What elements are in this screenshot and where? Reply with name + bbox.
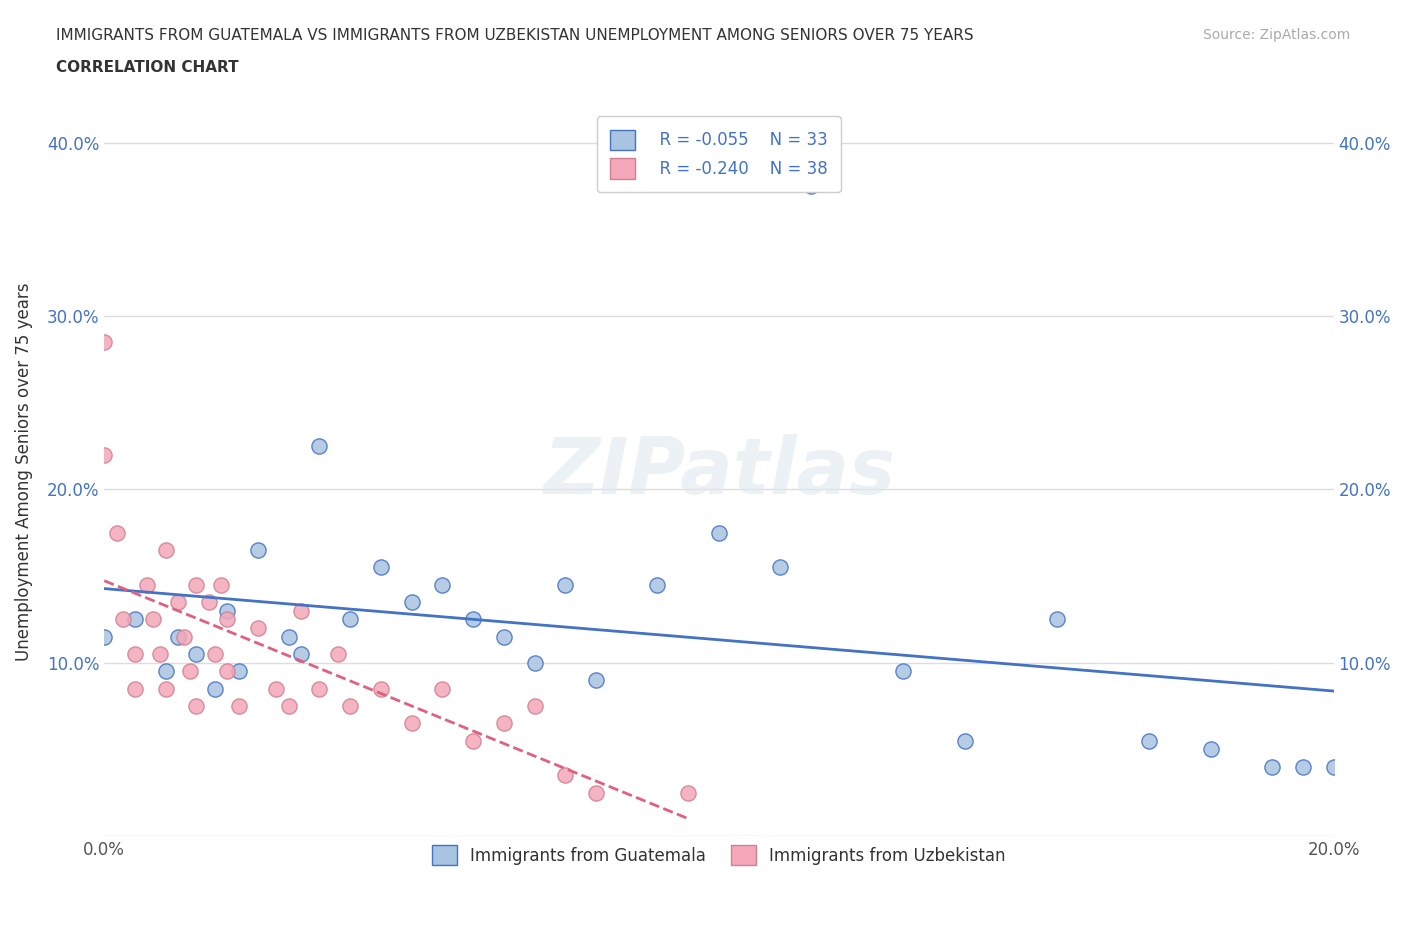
Point — [461, 733, 484, 748]
Point — [554, 578, 576, 592]
Point — [554, 768, 576, 783]
Point — [209, 578, 232, 592]
Point — [93, 630, 115, 644]
Point — [266, 682, 288, 697]
Point — [246, 542, 269, 557]
Point — [228, 664, 250, 679]
Point — [246, 620, 269, 635]
Point — [93, 335, 115, 350]
Text: CORRELATION CHART: CORRELATION CHART — [56, 60, 239, 75]
Point — [204, 682, 226, 697]
Point — [111, 612, 134, 627]
Text: IMMIGRANTS FROM GUATEMALA VS IMMIGRANTS FROM UZBEKISTAN UNEMPLOYMENT AMONG SENIO: IMMIGRANTS FROM GUATEMALA VS IMMIGRANTS … — [56, 28, 974, 43]
Point — [217, 612, 239, 627]
Point — [326, 646, 349, 661]
Point — [1137, 733, 1160, 748]
Point — [523, 656, 546, 671]
Point — [1292, 759, 1315, 774]
Point — [370, 560, 392, 575]
Point — [769, 560, 792, 575]
Point — [432, 578, 454, 592]
Point — [523, 698, 546, 713]
Point — [124, 612, 146, 627]
Point — [707, 525, 730, 540]
Point — [186, 646, 208, 661]
Point — [432, 682, 454, 697]
Point — [1199, 742, 1222, 757]
Point — [953, 733, 976, 748]
Point — [197, 594, 219, 609]
Point — [217, 664, 239, 679]
Point — [142, 612, 165, 627]
Point — [148, 646, 170, 661]
Point — [1323, 759, 1346, 774]
Point — [308, 439, 330, 454]
Point — [339, 612, 361, 627]
Point — [186, 578, 208, 592]
Point — [179, 664, 201, 679]
Point — [155, 542, 177, 557]
Point — [339, 698, 361, 713]
Point — [136, 578, 159, 592]
Point — [492, 716, 515, 731]
Point — [401, 716, 423, 731]
Point — [676, 785, 699, 800]
Point — [891, 664, 914, 679]
Point — [1046, 612, 1069, 627]
Point — [585, 785, 607, 800]
Point — [492, 630, 515, 644]
Point — [585, 672, 607, 687]
Point — [277, 698, 299, 713]
Legend: Immigrants from Guatemala, Immigrants from Uzbekistan: Immigrants from Guatemala, Immigrants fr… — [419, 831, 1019, 879]
Point — [800, 179, 823, 193]
Point — [308, 682, 330, 697]
Point — [461, 612, 484, 627]
Point — [290, 604, 312, 618]
Point — [93, 447, 115, 462]
Point — [155, 682, 177, 697]
Point — [155, 664, 177, 679]
Point — [186, 698, 208, 713]
Point — [277, 630, 299, 644]
Point — [173, 630, 195, 644]
Point — [401, 594, 423, 609]
Point — [290, 646, 312, 661]
Point — [124, 646, 146, 661]
Point — [124, 682, 146, 697]
Point — [228, 698, 250, 713]
Point — [167, 630, 190, 644]
Point — [370, 682, 392, 697]
Text: ZIPatlas: ZIPatlas — [543, 434, 896, 510]
Text: Source: ZipAtlas.com: Source: ZipAtlas.com — [1202, 28, 1350, 42]
Point — [647, 578, 669, 592]
Point — [105, 525, 128, 540]
Point — [167, 594, 190, 609]
Point — [1261, 759, 1284, 774]
Point — [217, 604, 239, 618]
Point — [204, 646, 226, 661]
Y-axis label: Unemployment Among Seniors over 75 years: Unemployment Among Seniors over 75 years — [15, 283, 32, 661]
